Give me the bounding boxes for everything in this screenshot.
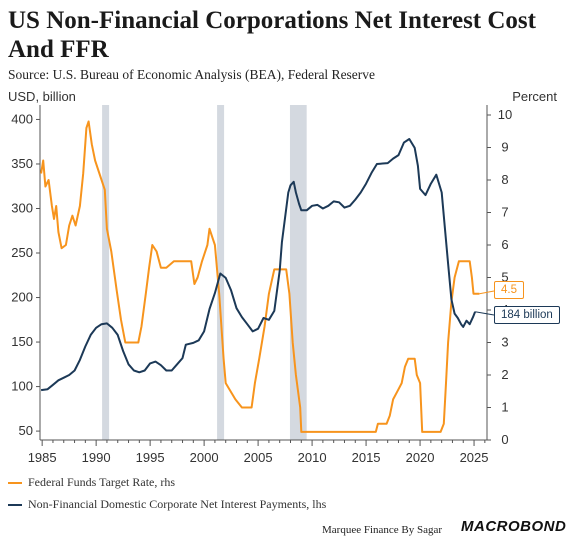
right-tick-label: 10	[498, 107, 512, 122]
x-tick-label: 1990	[82, 450, 111, 465]
left-tick-label: 50	[19, 423, 33, 438]
right-tick-label: 3	[501, 335, 508, 350]
x-tick-label: 2025	[460, 450, 489, 465]
right-tick-label: 5	[501, 270, 508, 285]
legend-label: Non-Financial Domestic Corporate Net Int…	[28, 497, 327, 511]
ffr-line	[40, 120, 480, 433]
ffr-value-callout: 4.5	[494, 281, 524, 299]
chart-subtitle: Source: U.S. Bureau of Economic Analysis…	[8, 67, 376, 82]
left-tick-label: 250	[11, 245, 33, 260]
right-axis-unit: Percent	[512, 89, 557, 104]
right-tick-label: 2	[501, 367, 508, 382]
legend-item-ffr: Federal Funds Target Rate, rhs	[8, 475, 175, 490]
left-tick-label: 400	[11, 111, 33, 126]
interest-callout-leader	[475, 311, 495, 316]
interest-value-callout: 184 billion	[494, 306, 560, 324]
right-tick-label: 9	[501, 140, 508, 155]
brand-logo: MACROBOND	[461, 518, 567, 535]
left-tick-label: 300	[11, 200, 33, 215]
interest-line	[40, 138, 477, 392]
left-axis-unit: USD, billion	[8, 89, 76, 104]
recession-band	[102, 105, 110, 440]
right-tick-label: 7	[501, 205, 508, 220]
right-tick-label: 1	[501, 400, 508, 415]
footer-credit: Marquee Finance By Sagar	[322, 524, 443, 536]
right-tick-label: 6	[501, 237, 508, 252]
right-tick-label: 8	[501, 172, 508, 187]
left-tick-label: 200	[11, 290, 33, 305]
left-tick-label: 150	[11, 334, 33, 349]
right-tick-label: 0	[501, 432, 508, 447]
x-tick-label: 2005	[244, 450, 273, 465]
legend-swatch-navy	[8, 504, 22, 507]
left-tick-label: 100	[11, 379, 33, 394]
x-tick-label: 1985	[28, 450, 57, 465]
x-tick-label: 2010	[298, 450, 327, 465]
x-tick-label: 2015	[352, 450, 381, 465]
legend-swatch-orange	[8, 482, 22, 485]
x-tick-label: 2000	[190, 450, 219, 465]
x-tick-label: 1995	[136, 450, 165, 465]
chart-title: US Non-Financial Corporations Net Intere…	[8, 7, 536, 63]
left-tick-label: 350	[11, 156, 33, 171]
recession-band	[217, 105, 225, 440]
ffr-callout-leader	[479, 290, 495, 295]
x-tick-label: 2020	[406, 450, 435, 465]
legend-label: Federal Funds Target Rate, rhs	[28, 475, 176, 489]
legend-item-interest: Non-Financial Domestic Corporate Net Int…	[8, 497, 326, 512]
